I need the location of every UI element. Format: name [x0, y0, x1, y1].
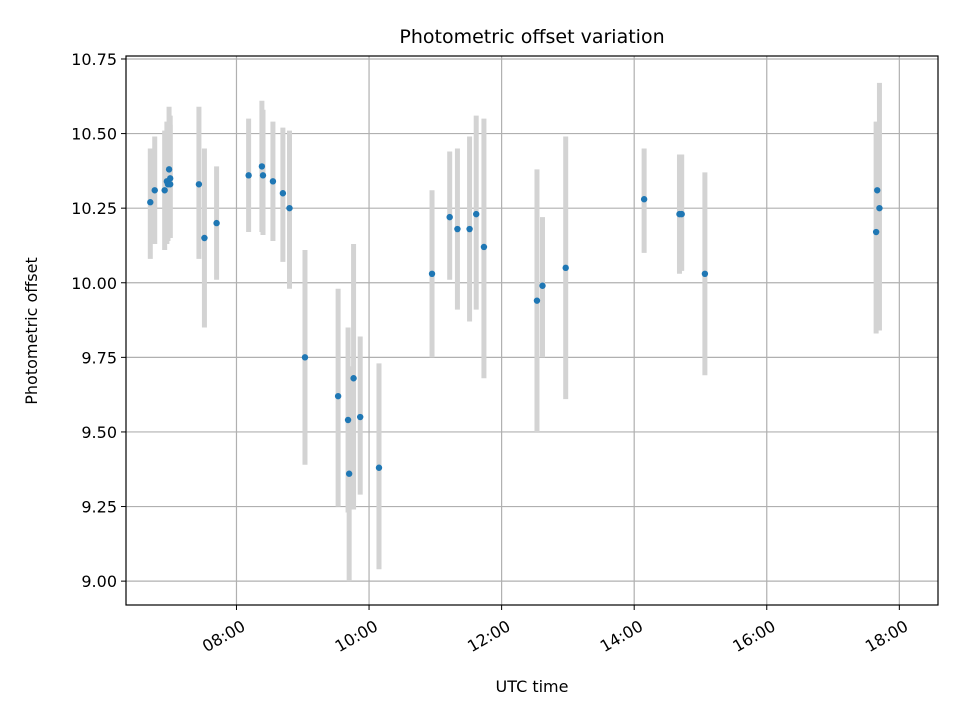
data-point	[345, 470, 353, 477]
data-point	[286, 204, 293, 212]
data-point	[301, 354, 309, 361]
data-point	[701, 270, 709, 278]
data-point	[147, 199, 154, 206]
data-point	[473, 210, 480, 218]
data-point	[334, 392, 342, 400]
data-point	[874, 187, 881, 194]
data-point	[166, 181, 174, 188]
data-point	[151, 187, 158, 194]
data-point	[201, 234, 208, 242]
data-point	[350, 375, 357, 382]
data-point	[454, 225, 461, 233]
data-point	[428, 270, 436, 278]
data-point	[245, 172, 252, 179]
y-axis-label: Photometric offset	[22, 257, 41, 405]
data-point	[533, 297, 541, 304]
data-point	[466, 225, 473, 233]
data-point	[259, 172, 267, 179]
y-tick-label: 9.00	[81, 572, 117, 591]
y-tick-label: 9.75	[81, 348, 117, 367]
data-point	[213, 219, 220, 227]
data-point	[539, 282, 546, 289]
data-point	[357, 413, 364, 421]
x-axis-label: UTC time	[496, 677, 569, 696]
data-point	[166, 175, 174, 182]
data-point	[279, 190, 287, 197]
y-tick-label: 9.50	[81, 423, 117, 442]
y-tick-label: 10.50	[71, 125, 117, 144]
y-tick-label: 10.25	[71, 199, 117, 218]
data-point	[872, 228, 880, 236]
plot-frame	[125, 55, 939, 606]
data-point	[375, 464, 383, 471]
data-point	[269, 178, 277, 185]
data-point	[562, 264, 569, 272]
data-point	[678, 210, 685, 218]
chart-title: Photometric offset variation	[399, 26, 664, 48]
data-point	[258, 163, 266, 170]
data-point	[161, 187, 168, 194]
y-tick-label: 9.25	[81, 498, 117, 517]
data-point	[640, 196, 648, 203]
data-points	[147, 163, 883, 477]
data-point	[165, 166, 173, 173]
data-point	[344, 416, 352, 424]
y-tick-label: 10.75	[71, 50, 117, 69]
data-point	[195, 181, 203, 188]
data-point	[446, 213, 453, 221]
data-point	[480, 243, 488, 251]
data-point	[876, 204, 883, 212]
y-tick-label: 10.00	[71, 274, 117, 293]
